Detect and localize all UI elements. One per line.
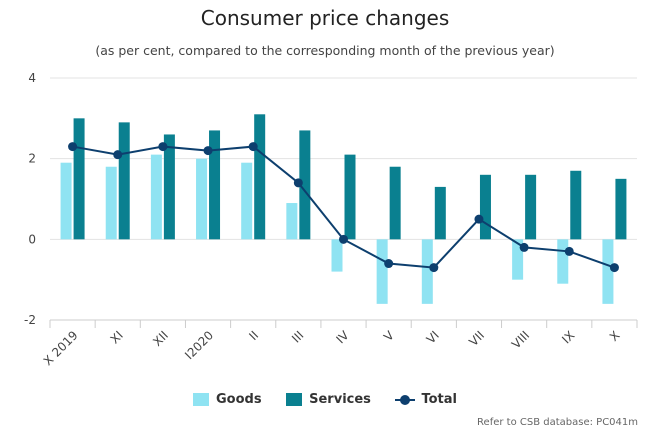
services-swatch: [286, 393, 303, 406]
goods-bar: [286, 203, 298, 240]
x-tick-label: I2020: [182, 328, 216, 362]
services-bar: [615, 178, 627, 240]
services-bar: [118, 122, 130, 240]
services-bar: [344, 154, 356, 240]
services-bar: [570, 170, 582, 240]
services-bar: [389, 166, 401, 240]
goods-bar: [60, 162, 72, 240]
services-bar: [479, 174, 491, 240]
y-tick-label: -2: [24, 313, 36, 327]
goods-bar: [602, 239, 614, 304]
goods-bar: [241, 162, 253, 240]
y-tick-label: 4: [28, 71, 36, 85]
total-point: [384, 259, 394, 269]
total-point: [609, 263, 619, 273]
x-tick-label: X 2019: [41, 328, 81, 368]
total-line-symbol: [395, 393, 416, 406]
legend-goods-label: Goods: [216, 392, 262, 407]
services-bar: [73, 118, 85, 240]
goods-bar: [376, 239, 388, 304]
total-point: [248, 142, 258, 152]
legend-total-label: Total: [421, 392, 457, 407]
y-tick-label: 0: [28, 232, 36, 246]
total-point: [519, 242, 529, 252]
x-tick-label: X: [607, 328, 623, 344]
services-bar: [525, 174, 537, 240]
services-bar: [163, 134, 175, 240]
legend: Goods Services Total: [0, 392, 650, 410]
x-tick-label: IV: [333, 328, 352, 347]
services-bar: [434, 186, 446, 240]
total-point: [68, 142, 78, 152]
goods-bar: [331, 239, 343, 272]
services-bar: [299, 130, 311, 240]
legend-goods[interactable]: Goods: [193, 392, 262, 407]
goods-bar: [421, 239, 433, 304]
x-tick-label: II: [246, 328, 261, 343]
legend-services-label: Services: [309, 392, 371, 407]
x-tick-label: VIII: [509, 328, 532, 351]
y-tick-label: 2: [28, 152, 36, 166]
goods-bar: [557, 239, 569, 284]
x-tick-label: XII: [150, 328, 171, 349]
legend-total[interactable]: Total: [395, 392, 457, 407]
goods-bar: [150, 154, 162, 240]
total-point: [158, 142, 168, 152]
x-tick-label: VII: [466, 328, 487, 349]
x-tick-label: XI: [108, 328, 126, 346]
goods-bar: [105, 166, 117, 240]
legend-services[interactable]: Services: [286, 392, 371, 407]
goods-bar: [512, 239, 524, 280]
chart-title: Consumer price changes: [200, 6, 450, 30]
total-point: [429, 263, 439, 273]
x-tick-label: V: [381, 328, 397, 344]
total-point: [339, 234, 348, 244]
x-tick-label: IX: [559, 328, 577, 346]
total-point: [564, 246, 574, 256]
total-point: [203, 146, 213, 156]
total-point: [474, 214, 484, 224]
credit-text: Refer to CSB database: PC041m: [477, 417, 638, 428]
goods-bar: [196, 158, 208, 240]
total-point: [293, 178, 303, 188]
goods-swatch: [193, 393, 210, 406]
total-point: [113, 150, 123, 160]
x-tick-label: III: [289, 328, 306, 345]
services-bar: [254, 114, 266, 240]
services-bar: [209, 130, 221, 240]
chart-subtitle: (as per cent, compared to the correspond…: [95, 43, 555, 58]
x-tick-label: VI: [424, 328, 442, 346]
